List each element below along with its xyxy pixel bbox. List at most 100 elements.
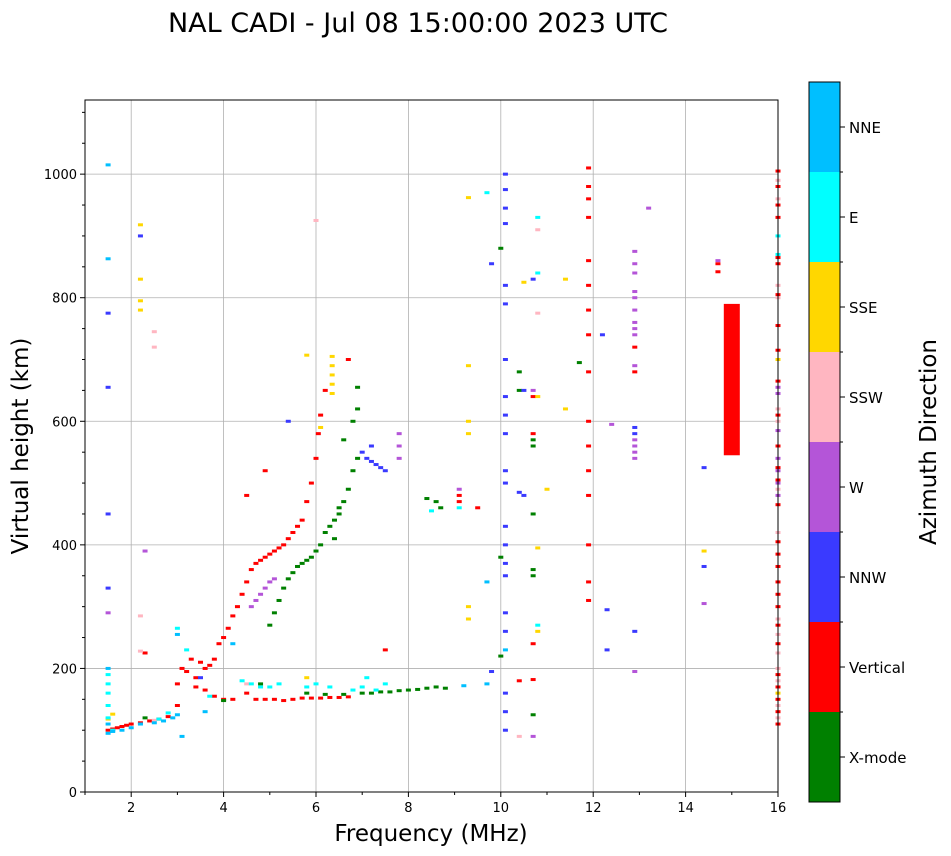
- data-point: [105, 731, 111, 735]
- data-point: [105, 728, 111, 732]
- data-point: [267, 552, 273, 556]
- data-point: [465, 605, 471, 609]
- data-point: [315, 432, 321, 436]
- data-point: [331, 518, 337, 522]
- data-point: [701, 549, 707, 553]
- data-point: [304, 558, 310, 562]
- data-point: [456, 493, 462, 497]
- data-point: [239, 679, 245, 683]
- data-point: [586, 469, 592, 473]
- data-point: [415, 687, 421, 691]
- data-point: [502, 302, 508, 306]
- data-point: [632, 327, 638, 331]
- data-point: [234, 605, 240, 609]
- chart-title: NAL CADI - Jul 08 15:00:00 2023 UTC: [168, 8, 668, 39]
- data-point: [110, 712, 116, 716]
- colorbar-tick-label: SSW: [849, 389, 883, 407]
- data-point: [318, 696, 324, 700]
- data-point: [456, 487, 462, 491]
- data-point: [258, 558, 264, 562]
- data-point: [119, 728, 125, 732]
- data-point: [244, 493, 250, 497]
- data-point: [304, 353, 310, 357]
- data-point: [248, 605, 254, 609]
- colorbar-tick-label: Vertical: [849, 659, 905, 677]
- data-point: [202, 710, 208, 714]
- data-point: [396, 456, 402, 460]
- data-point: [174, 713, 180, 717]
- data-point: [202, 688, 208, 692]
- data-point: [318, 425, 324, 429]
- data-point: [281, 543, 287, 547]
- data-point: [318, 543, 324, 547]
- data-point: [244, 682, 250, 686]
- data-point: [248, 682, 254, 686]
- y-axis-ticks: 0 200 400 600 800 1000: [44, 111, 85, 801]
- data-point: [484, 191, 490, 195]
- data-point: [373, 463, 379, 467]
- data-point: [609, 422, 615, 426]
- data-point: [456, 506, 462, 510]
- data-point: [530, 678, 536, 682]
- data-point: [498, 246, 504, 250]
- data-point: [295, 564, 301, 568]
- data-point: [502, 561, 508, 565]
- data-point: [465, 432, 471, 436]
- data-point: [632, 629, 638, 633]
- colorbar-label: Azimuth Direction: [916, 339, 942, 545]
- data-point: [701, 466, 707, 470]
- data-point: [632, 450, 638, 454]
- data-point: [396, 432, 402, 436]
- data-point: [193, 676, 199, 680]
- data-point: [137, 277, 143, 281]
- data-point: [331, 537, 337, 541]
- data-point: [701, 564, 707, 568]
- data-point: [433, 685, 439, 689]
- data-point: [329, 364, 335, 368]
- data-point: [350, 688, 356, 692]
- data-point: [599, 333, 605, 337]
- grid: [85, 100, 779, 793]
- data-point: [299, 561, 305, 565]
- data-point: [530, 734, 536, 738]
- data-point: [521, 388, 527, 392]
- data-point: [105, 385, 111, 389]
- data-point: [151, 721, 157, 725]
- colorbar-segment: [809, 532, 840, 622]
- data-point: [179, 734, 185, 738]
- data-point: [530, 642, 536, 646]
- data-point: [271, 577, 277, 581]
- data-point: [295, 524, 301, 528]
- data-point: [489, 262, 495, 266]
- data-point: [586, 333, 592, 337]
- data-point: [151, 718, 157, 722]
- data-block: [723, 303, 740, 456]
- data-point: [530, 444, 536, 448]
- data-point: [502, 432, 508, 436]
- y-axis-label: Virtual height (km): [8, 338, 34, 555]
- x-tick-label: 14: [677, 801, 694, 816]
- data-point: [341, 500, 347, 504]
- data-point: [502, 222, 508, 226]
- data-point: [530, 388, 536, 392]
- data-point: [184, 670, 190, 674]
- data-point: [216, 642, 222, 646]
- series-nne: [105, 163, 508, 738]
- data-point: [632, 333, 638, 337]
- data-point: [368, 459, 374, 463]
- data-point: [336, 506, 342, 510]
- data-point: [484, 682, 490, 686]
- data-point: [151, 345, 157, 349]
- series-w: [105, 206, 781, 738]
- data-point: [345, 487, 351, 491]
- data-point: [461, 684, 467, 688]
- data-point: [586, 493, 592, 497]
- data-point: [502, 728, 508, 732]
- data-point: [308, 555, 314, 559]
- data-points: [105, 163, 781, 738]
- data-point: [267, 580, 273, 584]
- data-point: [368, 691, 374, 695]
- data-point: [530, 277, 536, 281]
- data-point: [137, 223, 143, 227]
